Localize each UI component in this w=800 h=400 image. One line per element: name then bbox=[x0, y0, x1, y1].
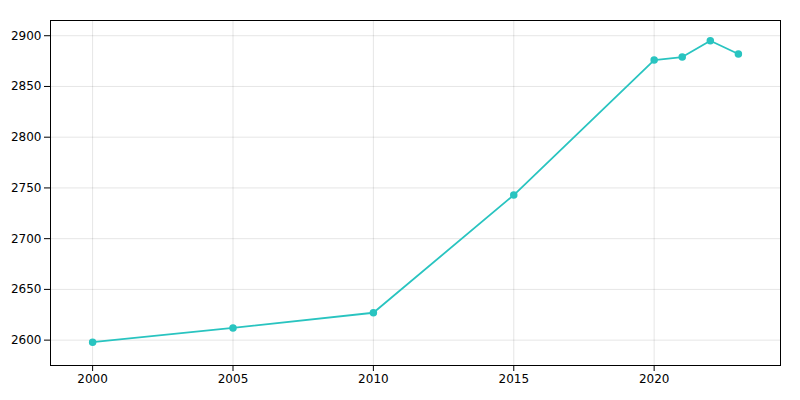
svg-text:2015: 2015 bbox=[498, 372, 529, 386]
svg-text:2010: 2010 bbox=[358, 372, 389, 386]
svg-text:2005: 2005 bbox=[218, 372, 249, 386]
svg-text:2850: 2850 bbox=[11, 79, 42, 93]
svg-text:2700: 2700 bbox=[11, 232, 42, 246]
svg-text:2900: 2900 bbox=[11, 29, 42, 43]
svg-text:2020: 2020 bbox=[639, 372, 670, 386]
svg-text:2650: 2650 bbox=[11, 282, 42, 296]
svg-text:2600: 2600 bbox=[11, 333, 42, 347]
svg-text:2800: 2800 bbox=[11, 130, 42, 144]
svg-text:2750: 2750 bbox=[11, 181, 42, 195]
svg-text:2000: 2000 bbox=[77, 372, 108, 386]
